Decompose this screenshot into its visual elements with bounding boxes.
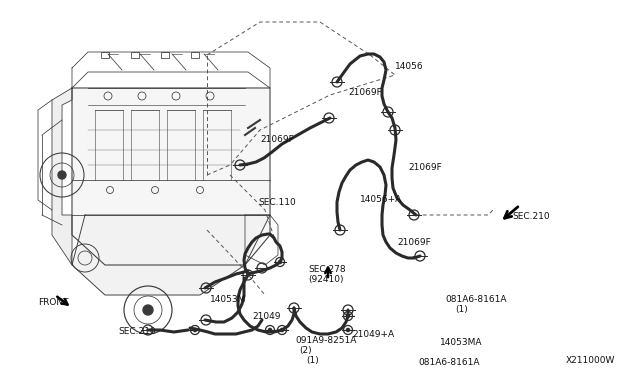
- Text: 21069F: 21069F: [397, 238, 431, 247]
- Circle shape: [278, 260, 282, 264]
- Polygon shape: [72, 88, 270, 265]
- Circle shape: [346, 328, 349, 331]
- Text: (92410): (92410): [308, 275, 344, 284]
- Text: SEC.278: SEC.278: [308, 265, 346, 274]
- Circle shape: [58, 171, 66, 179]
- Text: 21049: 21049: [252, 312, 280, 321]
- Circle shape: [280, 328, 284, 331]
- Text: 14053MA: 14053MA: [440, 338, 483, 347]
- Text: 14056: 14056: [395, 62, 424, 71]
- Text: 21069F: 21069F: [408, 163, 442, 172]
- Text: 21069F: 21069F: [348, 88, 381, 97]
- Text: SEC.210: SEC.210: [512, 212, 550, 221]
- Text: 21049+A: 21049+A: [352, 330, 394, 339]
- Circle shape: [268, 328, 271, 331]
- Text: 081A6-8161A: 081A6-8161A: [418, 358, 479, 367]
- Bar: [101, 52, 109, 58]
- Text: (2): (2): [299, 346, 312, 355]
- Bar: [131, 52, 139, 58]
- Text: (1): (1): [455, 305, 468, 314]
- Text: 14053M: 14053M: [210, 295, 246, 304]
- Circle shape: [193, 328, 196, 331]
- Text: 081A6-8161A: 081A6-8161A: [445, 295, 506, 304]
- Circle shape: [143, 305, 153, 315]
- Text: 21069F: 21069F: [260, 135, 294, 144]
- Text: SEC.210: SEC.210: [118, 327, 156, 336]
- Polygon shape: [72, 215, 270, 295]
- Text: 14056+A: 14056+A: [360, 195, 403, 204]
- Bar: [191, 52, 199, 58]
- Text: X211000W: X211000W: [566, 356, 616, 365]
- Text: 091A9-8251A: 091A9-8251A: [295, 336, 356, 345]
- Text: (1): (1): [306, 356, 319, 365]
- Text: FRONT: FRONT: [38, 298, 68, 307]
- Circle shape: [346, 314, 349, 318]
- Text: SEC.110: SEC.110: [258, 198, 296, 207]
- Polygon shape: [52, 88, 72, 265]
- Bar: [161, 52, 169, 58]
